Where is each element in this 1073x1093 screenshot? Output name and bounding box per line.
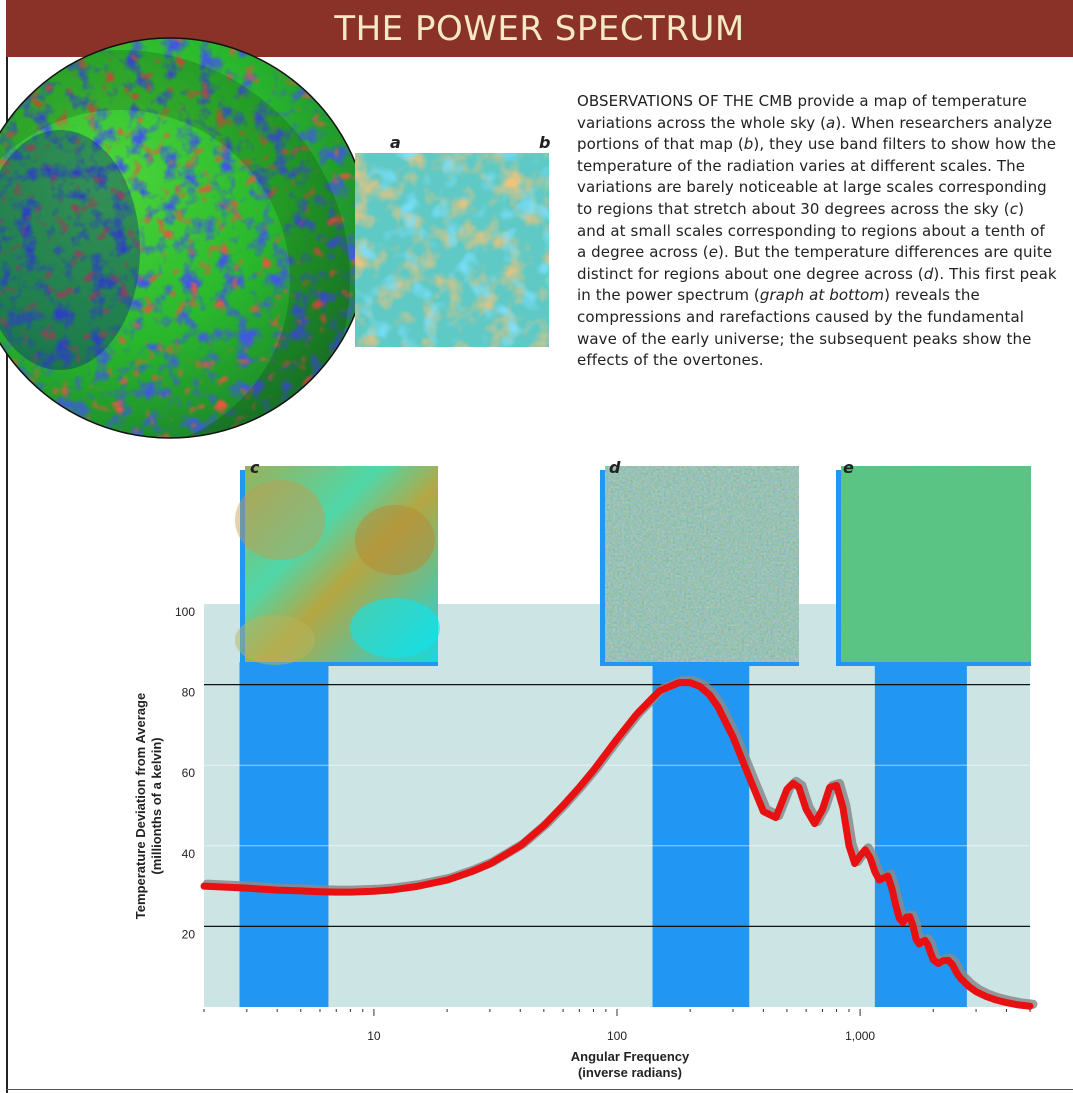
y-tick-label: 100 (175, 605, 195, 619)
panel-label-e: e (843, 458, 854, 477)
caption-part: provide a map of temperature variations … (577, 92, 1027, 132)
curve-line (200, 679, 1034, 1010)
patch-c (235, 466, 440, 666)
caption-ref-graph: graph at bottom (759, 286, 885, 305)
band-c (239, 662, 329, 1007)
panel-label-a: a (390, 133, 401, 152)
y-tick-label: 20 (182, 927, 196, 941)
caption-ref-c: c (1009, 199, 1019, 218)
caption-part: ). But the temperature differences are q… (577, 243, 1053, 283)
y-axis-subtitle: (millionths of a kelvin) (149, 737, 164, 874)
sky-patch-b (355, 153, 549, 347)
caption-part: ). When researchers analyze portions of … (577, 113, 1053, 154)
spectrum-curve (200, 676, 1038, 1010)
panel-label-b: b (539, 133, 551, 152)
panel-label-c: c (250, 458, 260, 477)
caption-ref-e: e (708, 243, 719, 262)
patch-e (836, 466, 1031, 666)
axes: 20 40 60 80 100 10 100 1,000 (175, 605, 1031, 1043)
x-tick-label: 100 (607, 1029, 627, 1043)
reference-lines (204, 683, 1030, 928)
caption-text: OBSERVATIONS OF THE CMB provide a map of… (577, 91, 1057, 372)
patch-d (600, 466, 799, 666)
y-tick-label: 80 (182, 686, 196, 700)
y-axis-label: Temperature Deviation from Average (mill… (133, 693, 164, 919)
x-tick-label: 10 (367, 1029, 381, 1043)
y-tick-label: 60 (182, 766, 196, 780)
band-patches (235, 466, 1031, 666)
y-tick-label: 40 (182, 847, 196, 861)
caption-part: ). This first peak in the power spectrum… (577, 264, 1057, 305)
caption-lead: OBSERVATIONS OF THE CMB (577, 92, 793, 110)
panel-label-d: d (609, 458, 621, 477)
band-filters (239, 662, 967, 1007)
x-tick-label: 1,000 (845, 1029, 875, 1043)
caption-part: ) and at small scales corresponding to r… (577, 199, 1045, 262)
x-axis-title: Angular Frequency (571, 1049, 690, 1064)
caption-part: ), they use band filters to show how the… (577, 135, 1057, 218)
band-d (652, 662, 750, 1007)
caption-ref-d: d (923, 264, 934, 283)
caption-ref-b: b (743, 135, 754, 154)
y-axis-title: Temperature Deviation from Average (133, 693, 148, 919)
caption-part: ) reveals the compressions and rarefacti… (577, 286, 1032, 370)
caption-ref-a: a (826, 113, 836, 132)
left-border (6, 57, 8, 1093)
x-axis-subtitle: (inverse radians) (578, 1065, 682, 1080)
band-e (874, 662, 967, 1007)
bottom-border (6, 1089, 1073, 1090)
sky-map-figure (0, 37, 549, 439)
